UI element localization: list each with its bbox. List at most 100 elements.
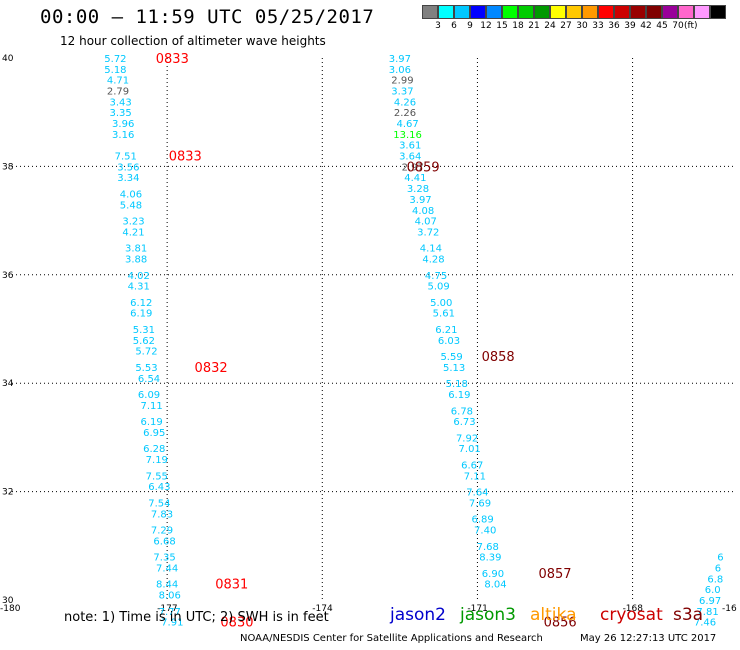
wave-height-value: 3.23	[122, 217, 144, 228]
wave-height-value: 7.44	[156, 563, 178, 574]
wave-height-value: 8.44	[156, 580, 178, 591]
wave-height-value: 4.67	[396, 119, 418, 130]
wave-height-value: 6.0	[705, 585, 721, 596]
legend-label: 39	[624, 21, 636, 31]
legend-swatch	[438, 5, 454, 19]
wave-height-value: 3.97	[409, 195, 431, 206]
satellite-s3a: s3a	[673, 605, 704, 625]
wave-height-value: 7.92	[456, 433, 478, 444]
legend-swatch	[502, 5, 518, 19]
wave-height-value: 7.40	[474, 526, 496, 537]
wave-height-value: 7.19	[146, 455, 168, 466]
wave-height-value: 7.51	[115, 152, 137, 163]
pass-time-label: 0856	[544, 616, 577, 631]
wave-height-value: 5.62	[133, 336, 155, 347]
legend-label: 9	[467, 21, 473, 31]
pass-time-label: 0832	[195, 361, 228, 376]
legend-label: 27	[560, 21, 572, 31]
satellite-jason2: jason2	[390, 605, 446, 625]
wave-height-value: 5.61	[433, 309, 455, 320]
wave-height-value: 8.39	[479, 553, 501, 564]
y-tick-label: 34	[2, 379, 14, 389]
wave-height-value: 6.95	[143, 428, 165, 439]
wave-height-value: 6.90	[482, 569, 504, 580]
wave-height-value: 8.06	[159, 591, 181, 602]
legend-label: 45	[656, 21, 668, 31]
wave-height-value: 3.34	[117, 173, 139, 184]
wave-height-value: 5.18	[104, 65, 126, 76]
wave-height-value: 3.88	[125, 255, 147, 266]
wave-height-value: 4.26	[394, 97, 416, 108]
wave-height-value: 6.21	[435, 325, 457, 336]
wave-height-value: 6.43	[148, 482, 170, 493]
wave-height-value: 6.19	[130, 309, 152, 320]
wave-height-value: 6.19	[140, 417, 162, 428]
wave-height-value: 6.28	[143, 444, 165, 455]
wave-height-value: 3.28	[407, 184, 429, 195]
legend-swatch	[678, 5, 694, 19]
wave-height-value: 3.06	[389, 65, 411, 76]
wave-height-value: 5.00	[430, 298, 452, 309]
wave-height-value: 4.14	[420, 244, 442, 255]
page-title: 00:00 – 11:59 UTC 05/25/2017	[40, 6, 375, 28]
wave-height-value: 7.35	[153, 553, 175, 564]
x-tick-label: -171	[467, 604, 487, 614]
legend-swatch	[694, 5, 710, 19]
wave-height-value: 6	[717, 553, 723, 564]
wave-height-value: 3.61	[399, 141, 421, 152]
wave-height-value: 7.11	[464, 471, 486, 482]
wave-height-value: 3.56	[117, 162, 139, 173]
pass-time-label: 0830	[220, 616, 253, 631]
page-subtitle: 12 hour collection of altimeter wave hei…	[60, 34, 326, 48]
wave-height-value: 7.77	[159, 607, 181, 618]
wave-height-value: 4.21	[122, 227, 144, 238]
wave-height-value: 4.06	[120, 190, 142, 201]
pass-time-label: 0857	[538, 567, 571, 582]
wave-height-value: 3.37	[391, 87, 413, 98]
wave-height-value: 8.04	[484, 580, 506, 591]
wave-height-value: 6.78	[451, 406, 473, 417]
wave-height-value: 6.54	[138, 374, 160, 385]
wave-height-value: 2.79	[107, 87, 129, 98]
wave-height-value: 5.53	[135, 363, 157, 374]
wave-height-value: 7.46	[694, 618, 716, 629]
wave-height-value: 7.01	[459, 444, 481, 455]
satellite-jason3: jason3	[460, 605, 516, 625]
wave-height-value: 4.08	[412, 206, 434, 217]
satellite-altika: altika	[530, 605, 577, 625]
legend-label: 30	[576, 21, 588, 31]
pass-time-label: 0833	[156, 52, 189, 67]
wave-height-value: 5.72	[104, 54, 126, 65]
wave-height-value: 5.13	[443, 363, 465, 374]
legend-label: 6	[451, 21, 457, 31]
wave-height-value: 7.81	[696, 607, 718, 618]
footer-note: note: 1) Time is in UTC; 2) SWH is in fe…	[64, 610, 329, 625]
legend-swatch	[662, 5, 678, 19]
legend-label: 33	[592, 21, 604, 31]
x-tick-label: -174	[312, 604, 333, 614]
legend-swatch	[470, 5, 486, 19]
wave-height-value: 3.96	[112, 119, 134, 130]
legend-swatch	[710, 5, 726, 19]
satellite-cryosat: cryosat	[600, 605, 663, 625]
legend-swatch	[598, 5, 614, 19]
wave-height-value: 6.67	[461, 461, 483, 472]
wave-height-value: 7.64	[466, 488, 488, 499]
pass-time-label: 0859	[407, 160, 440, 175]
wave-height-value: 6.89	[471, 515, 493, 526]
x-tick-label: -16	[722, 604, 737, 614]
wave-height-value: 6.09	[138, 390, 160, 401]
wave-height-value: 2.26	[394, 108, 416, 119]
wave-height-value: 4.02	[128, 271, 150, 282]
legend-swatch	[534, 5, 550, 19]
wave-height-value: 3.97	[389, 54, 411, 65]
wave-height-value: 7.11	[140, 401, 162, 412]
wave-height-value: 3.43	[109, 97, 131, 108]
legend-swatch	[454, 5, 470, 19]
y-tick-label: 40	[2, 54, 14, 64]
wave-height-value: 3.35	[109, 108, 131, 119]
legend-swatch	[646, 5, 662, 19]
y-tick-label: 32	[2, 488, 13, 498]
legend-label: 21	[528, 21, 540, 31]
wave-height-value: 7.69	[469, 498, 491, 509]
